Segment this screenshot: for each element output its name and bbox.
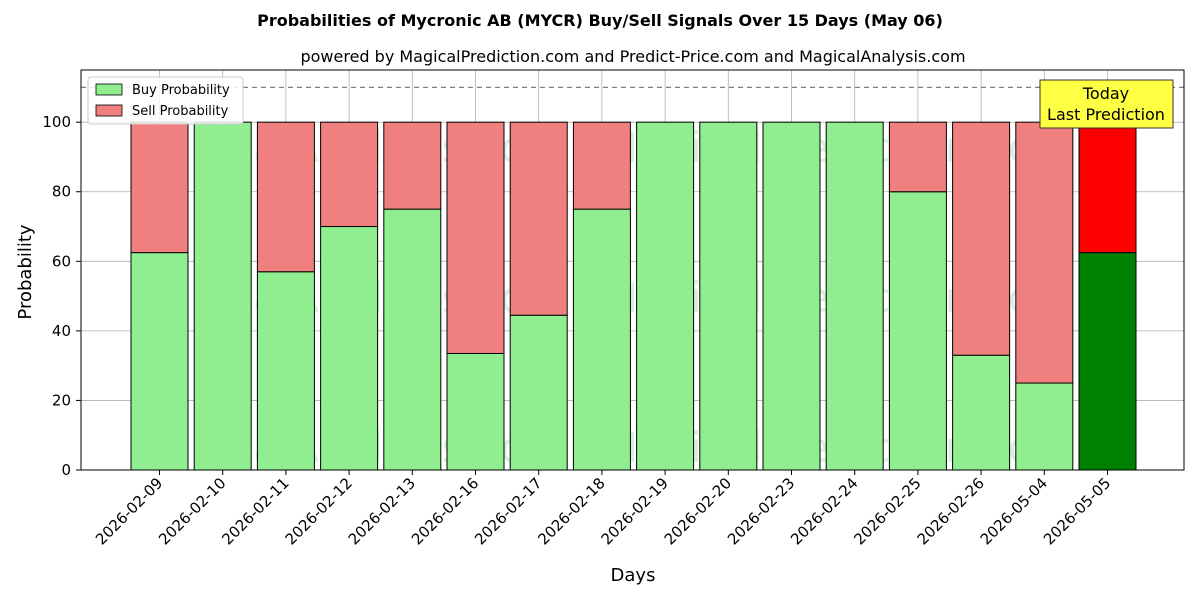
chart-title: Probabilities of Mycronic AB (MYCR) Buy/… — [257, 11, 943, 30]
today-annotation: Today Last Prediction — [1039, 79, 1174, 129]
bar-sell — [446, 121, 505, 354]
bar-buy — [572, 208, 631, 471]
y-tick-label: 60 — [52, 252, 71, 270]
x-tick-label: 2026-02-25 — [850, 474, 924, 548]
y-tick-label: 100 — [42, 113, 71, 131]
x-tick-label: 2026-02-17 — [471, 474, 545, 548]
annotation-box — [1039, 79, 1174, 129]
bar-buy — [1015, 382, 1074, 471]
legend: Buy Probability Sell Probability — [87, 76, 244, 125]
bar-buy — [1078, 252, 1137, 471]
x-tick-label: 2026-02-26 — [914, 474, 988, 548]
bar-sell — [383, 121, 442, 210]
bar-buy — [888, 191, 947, 471]
plot-frame — [80, 69, 1185, 471]
bar-buy — [256, 271, 315, 471]
bar-buy — [509, 314, 568, 471]
x-tick-label: 2026-02-10 — [155, 474, 229, 548]
annotation-line-2: Last Prediction — [1047, 105, 1165, 124]
bar-sell — [952, 121, 1011, 356]
chart-subtitle: powered by MagicalPrediction.com and Pre… — [300, 47, 965, 66]
bar-buy — [636, 121, 695, 471]
bars — [130, 121, 1137, 471]
bar-sell — [1078, 121, 1137, 254]
x-tick-label: 2026-02-09 — [92, 474, 166, 548]
x-axis-title: Days — [611, 565, 656, 586]
legend-label-sell: Sell Probability — [132, 104, 229, 119]
x-tick-label: 2026-02-18 — [534, 474, 608, 548]
bar-sell — [1015, 121, 1074, 384]
x-tick-label: 2026-02-11 — [218, 474, 292, 548]
bar-buy — [952, 354, 1011, 471]
bar-buy — [193, 121, 252, 471]
x-tick-label: 2026-02-12 — [282, 474, 356, 548]
legend-frame — [87, 76, 244, 125]
bar-buy — [383, 208, 442, 471]
bar-sell — [256, 121, 315, 273]
y-tick-label: 40 — [52, 322, 71, 340]
x-tick-label: 2026-05-04 — [977, 474, 1051, 548]
y-tick-label: 20 — [52, 391, 71, 409]
legend-swatch-sell — [95, 104, 123, 117]
bar-buy — [446, 352, 505, 471]
bar-buy — [130, 252, 189, 471]
x-tick-label: 2026-02-20 — [661, 474, 735, 548]
bar-buy — [825, 121, 884, 471]
legend-swatch-buy — [95, 83, 123, 96]
bar-buy — [320, 226, 379, 471]
bar-sell — [572, 121, 631, 210]
x-axis: 2026-02-092026-02-102026-02-112026-02-12… — [92, 470, 1114, 548]
x-tick-label: 2026-02-13 — [345, 474, 419, 548]
x-tick-label: 2026-02-16 — [408, 474, 482, 548]
bar-sell — [888, 121, 947, 193]
bar-buy — [762, 121, 821, 471]
y-axis: 0 20 40 60 80 100 — [42, 113, 81, 479]
bar-sell — [509, 121, 568, 316]
y-axis-title: Probability — [15, 224, 36, 319]
y-tick-label: 0 — [61, 461, 71, 479]
y-tick-label: 80 — [52, 183, 71, 201]
bar-sell — [130, 121, 189, 254]
x-tick-label: 2026-02-23 — [724, 474, 798, 548]
annotation-line-1: Today — [1082, 84, 1129, 103]
x-tick-label: 2026-02-19 — [598, 474, 672, 548]
x-tick-label: 2026-05-05 — [1040, 474, 1114, 548]
x-tick-label: 2026-02-24 — [787, 474, 861, 548]
legend-label-buy: Buy Probability — [132, 83, 230, 98]
bar-buy — [699, 121, 758, 471]
bar-sell — [320, 121, 379, 228]
